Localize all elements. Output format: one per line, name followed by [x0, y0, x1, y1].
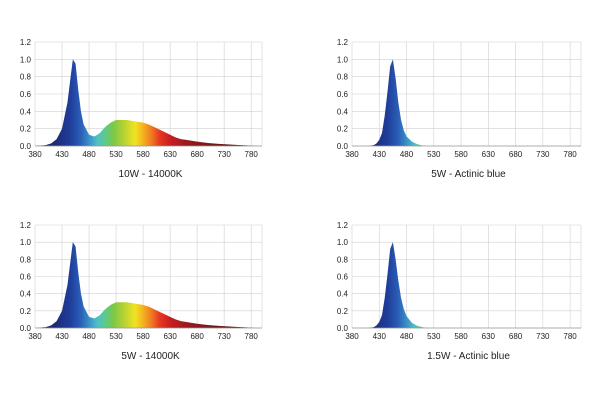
- y-tick-label: 0.8: [20, 255, 32, 264]
- y-tick-label: 0.6: [20, 90, 32, 99]
- y-tick-label: 1.0: [20, 238, 32, 247]
- x-tick-label: 680: [509, 150, 523, 159]
- x-tick-label: 680: [190, 150, 204, 159]
- x-tick-label: 630: [482, 332, 496, 341]
- y-tick-label: 0.0: [337, 324, 349, 333]
- y-tick-label: 1.0: [337, 55, 349, 64]
- x-tick-label: 430: [55, 150, 69, 159]
- x-tick-label: 680: [509, 332, 523, 341]
- x-tick-label: 580: [454, 332, 468, 341]
- x-tick-label: 380: [28, 332, 42, 341]
- y-tick-label: 1.2: [337, 38, 349, 47]
- x-tick-label: 630: [163, 332, 177, 341]
- spectrum-area: [368, 242, 429, 328]
- y-tick-label: 1.0: [20, 55, 32, 64]
- x-tick-label: 430: [373, 332, 387, 341]
- x-tick-label: 580: [136, 150, 150, 159]
- spectrum-area: [368, 59, 429, 146]
- spectrum-area: [35, 242, 257, 328]
- spectrum-area: [35, 59, 257, 146]
- x-tick-label: 530: [109, 150, 123, 159]
- y-tick-label: 1.0: [337, 238, 349, 247]
- x-tick-label: 530: [427, 332, 441, 341]
- x-tick-label: 380: [345, 332, 359, 341]
- y-tick-label: 0.6: [337, 90, 349, 99]
- x-tick-label: 780: [563, 150, 577, 159]
- x-tick-label: 780: [563, 332, 577, 341]
- y-tick-label: 0.8: [337, 73, 349, 82]
- chart-panel-1: 0.0 0.2 0.4 0.6 0.8 1.0 1.2 380 430 480 530 580 630 6…: [20, 38, 263, 180]
- chart-title: 10W - 14000K: [119, 169, 183, 180]
- x-tick-label: 480: [82, 150, 96, 159]
- x-tick-label: 730: [536, 150, 550, 159]
- y-tick-label: 1.2: [20, 221, 32, 230]
- x-tick-label: 780: [245, 150, 259, 159]
- x-tick-label: 530: [427, 150, 441, 159]
- y-tick-label: 0.6: [337, 273, 349, 282]
- x-tick-label: 730: [217, 150, 231, 159]
- x-tick-label: 730: [217, 332, 231, 341]
- x-tick-label: 430: [55, 332, 69, 341]
- x-tick-label: 580: [454, 150, 468, 159]
- y-tick-label: 0.2: [337, 307, 349, 316]
- y-tick-label: 0.4: [20, 107, 32, 116]
- chart-panel-4: 0.0 0.2 0.4 0.6 0.8 1.0 1.2 380 430 480 530 580 630 6…: [337, 221, 582, 362]
- y-tick-label: 1.2: [20, 38, 32, 47]
- x-tick-label: 530: [109, 332, 123, 341]
- x-tick-label: 630: [163, 150, 177, 159]
- y-tick-label: 0.6: [20, 273, 32, 282]
- chart-title: 5W - 14000K: [121, 351, 180, 362]
- x-tick-label: 430: [373, 150, 387, 159]
- y-tick-label: 0.2: [20, 307, 32, 316]
- x-tick-label: 480: [400, 332, 414, 341]
- chart-title: 5W - Actinic blue: [431, 169, 506, 180]
- x-tick-label: 780: [245, 332, 259, 341]
- x-tick-label: 480: [400, 150, 414, 159]
- y-tick-label: 0.0: [20, 142, 32, 151]
- x-tick-label: 680: [190, 332, 204, 341]
- y-tick-label: 0.0: [337, 142, 349, 151]
- y-tick-label: 0.0: [20, 324, 32, 333]
- chart-panel-3: 0.0 0.2 0.4 0.6 0.8 1.0 1.2 380 430 480 530 580 630 6…: [20, 221, 263, 362]
- y-tick-label: 0.2: [337, 125, 349, 134]
- x-tick-label: 380: [28, 150, 42, 159]
- y-tick-label: 0.4: [20, 290, 32, 299]
- x-tick-label: 380: [345, 150, 359, 159]
- x-tick-label: 730: [536, 332, 550, 341]
- y-tick-label: 0.8: [20, 73, 32, 82]
- y-tick-label: 1.2: [337, 221, 349, 230]
- y-tick-label: 0.8: [337, 255, 349, 264]
- y-tick-label: 0.4: [337, 107, 349, 116]
- y-tick-label: 0.2: [20, 125, 32, 134]
- y-tick-label: 0.4: [337, 290, 349, 299]
- x-tick-label: 480: [82, 332, 96, 341]
- x-tick-label: 580: [136, 332, 150, 341]
- x-tick-label: 630: [482, 150, 496, 159]
- chart-panel-2: 0.0 0.2 0.4 0.6 0.8 1.0 1.2 380 430 480 530 580 630 6…: [337, 38, 582, 180]
- chart-title: 1.5W - Actinic blue: [427, 351, 510, 362]
